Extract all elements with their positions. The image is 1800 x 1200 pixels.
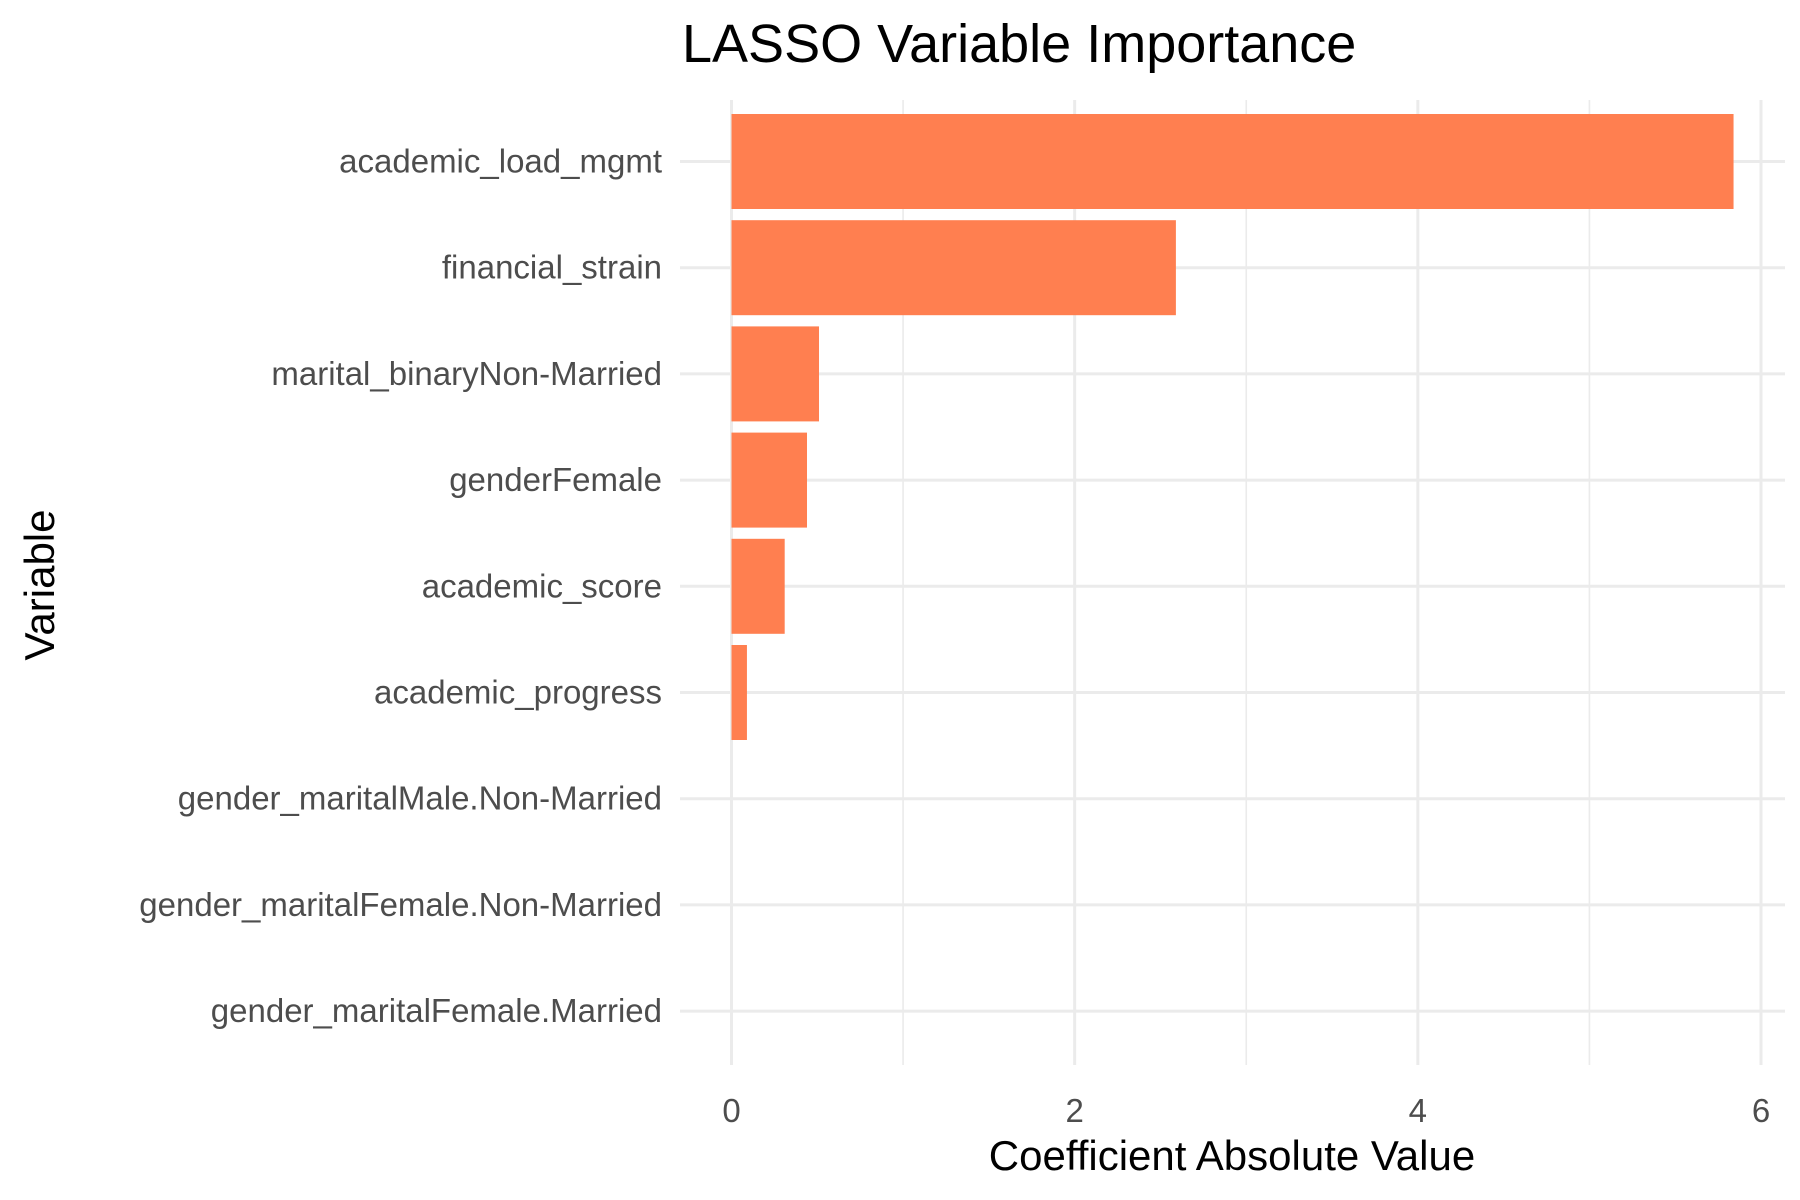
bar-academic_progress xyxy=(731,645,747,740)
x-tick-labels: 0 2 4 6 xyxy=(722,1092,1770,1129)
x-tick-label: 4 xyxy=(1409,1092,1427,1129)
bar-marital_binaryNon-Married xyxy=(731,326,820,422)
grid xyxy=(680,100,1785,1065)
y-tick-label: academic_load_mgmt xyxy=(339,143,662,180)
y-axis-title: Variable xyxy=(16,510,63,661)
bar-genderFemale xyxy=(731,432,807,528)
y-tick-label: financial_strain xyxy=(442,249,662,286)
chart-title: LASSO Variable Importance xyxy=(682,14,1356,74)
x-tick-label: 6 xyxy=(1752,1092,1770,1129)
y-tick-label: academic_score xyxy=(422,567,662,604)
bars xyxy=(731,114,1734,740)
y-tick-label: marital_binaryNon-Married xyxy=(271,355,662,392)
y-tick-label: academic_progress xyxy=(374,674,662,711)
x-axis-title: Coefficient Absolute Value xyxy=(989,1132,1475,1179)
y-tick-label: gender_maritalFemale.Married xyxy=(211,992,662,1029)
bar-financial_strain xyxy=(731,220,1176,316)
y-tick-label: gender_maritalMale.Non-Married xyxy=(178,780,662,817)
y-tick-label: gender_maritalFemale.Non-Married xyxy=(139,886,662,923)
y-tick-labels: academic_load_mgmt financial_strainmarita… xyxy=(139,143,662,1030)
bar-academic_load_mgmt xyxy=(731,114,1734,209)
x-tick-label: 0 xyxy=(722,1092,740,1129)
x-tick-label: 2 xyxy=(1065,1092,1083,1129)
bar-academic_score xyxy=(731,538,785,634)
y-tick-label: genderFemale xyxy=(449,461,662,498)
